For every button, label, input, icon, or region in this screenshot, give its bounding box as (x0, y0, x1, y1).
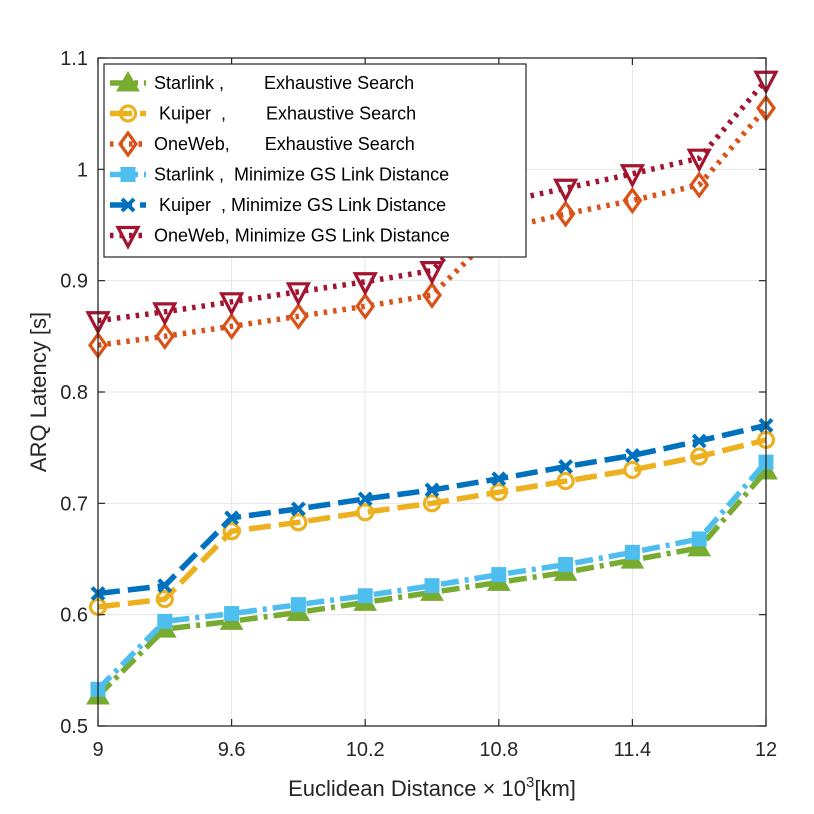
diamond-marker (221, 312, 242, 341)
legend-label: Starlink , Minimize GS Link Distance (154, 165, 449, 185)
circle-marker (222, 522, 241, 541)
triangle-down-marker (218, 292, 245, 317)
square-marker (424, 578, 440, 594)
x-tick-label: 12 (755, 739, 777, 761)
square-marker (624, 544, 640, 560)
square-marker (157, 613, 173, 629)
x-tick-label: 9.6 (218, 739, 246, 761)
square-marker (290, 597, 306, 613)
triangle-down-marker (152, 302, 178, 327)
y-tick-label: 0.9 (60, 271, 88, 293)
legend-label: Starlink , Exhaustive Search (154, 73, 414, 93)
legend-circle-marker (118, 104, 138, 123)
legend-triangle-up-marker (116, 71, 140, 92)
triangle-down-marker (552, 178, 579, 203)
legend-item: OneWeb, Minimize GS Link Distance (110, 225, 450, 250)
diamond-marker (422, 281, 442, 309)
legend-diamond-marker (118, 130, 138, 158)
y-tick-label: 0.6 (60, 605, 88, 627)
y-tick-label: 0.7 (60, 493, 88, 515)
diamond-marker (622, 186, 643, 215)
diamond-marker (689, 171, 710, 199)
square-marker (357, 588, 373, 604)
circle-marker (289, 513, 308, 532)
legend-label: Kuiper , Minimize GS Link Distance (154, 195, 446, 215)
circle-marker (556, 471, 575, 491)
circle-marker (422, 494, 442, 513)
legend-item: Kuiper , Minimize GS Link Distance (110, 195, 446, 215)
x-axis-label: Euclidean Distance × 103[km] (288, 774, 576, 801)
series-line (97, 437, 767, 610)
axis-ticks: 9 9.6 10.2 10.8 11.4 12 0.5 0.6 0.7 0.8 0.9 1 1.1 (60, 48, 777, 761)
x-marker (491, 471, 507, 487)
x-marker (691, 433, 707, 449)
legend-item: Starlink , Exhaustive Search (110, 71, 414, 93)
circle-marker (623, 460, 642, 480)
triangle-down-marker (285, 282, 312, 307)
x-marker (424, 482, 440, 498)
x-tick-label: 10.8 (479, 739, 518, 761)
circle-marker (690, 447, 709, 466)
y-tick-label: 1 (77, 159, 88, 181)
series-line (97, 106, 769, 348)
x-marker (157, 578, 173, 594)
x-tick-label: 11.4 (614, 739, 651, 761)
x-axis-label-math: × 10 (483, 776, 526, 801)
x-marker (558, 459, 574, 475)
triangle-down-marker (686, 148, 712, 173)
y-tick-label: 0.5 (60, 716, 88, 738)
legend-box (103, 63, 527, 258)
legend: Starlink , Exhaustive Search Kuiper , Ex… (103, 63, 527, 258)
legend-item: Kuiper , Exhaustive Search (110, 104, 416, 124)
series-4 (90, 454, 774, 697)
diamond-marker (154, 322, 175, 351)
y-axis-label: ARQ Latency [s] (26, 312, 51, 472)
circle-marker (356, 503, 375, 522)
x-tick-label: 10.2 (346, 739, 385, 761)
legend-label: OneWeb, Minimize GS Link Distance (154, 226, 450, 246)
diamond-marker (355, 292, 376, 320)
x-tick-label: 9 (92, 739, 103, 761)
square-marker (691, 531, 707, 547)
x-axis-label-unit: [km] (534, 776, 576, 801)
legend-label: OneWeb, Exhaustive Search (154, 134, 415, 154)
x-marker (357, 491, 373, 507)
square-marker (224, 606, 240, 622)
square-marker (491, 567, 507, 583)
diamond-marker (288, 302, 309, 331)
legend-item: OneWeb, Exhaustive Search (110, 130, 415, 158)
triangle-down-marker (619, 164, 646, 189)
diamond-marker (555, 200, 576, 228)
x-axis-label-text: Euclidean Distance (288, 776, 476, 801)
x-axis-label-exponent: 3 (526, 774, 534, 791)
triangle-down-marker (352, 272, 378, 297)
x-marker (224, 510, 240, 526)
y-tick-label: 0.8 (60, 382, 88, 404)
legend-x-marker (120, 197, 136, 213)
x-marker (290, 501, 306, 517)
legend-item: Starlink , Minimize GS Link Distance (110, 165, 449, 185)
legend-triangle-down-marker (115, 225, 141, 250)
legend-label: Kuiper , Exhaustive Search (154, 104, 416, 124)
triangle-down-marker (419, 261, 445, 286)
circle-marker (489, 483, 508, 502)
legend-square-marker (120, 167, 136, 182)
square-marker (558, 557, 574, 573)
circle-marker (155, 589, 174, 609)
x-marker (624, 448, 640, 463)
y-tick-label: 1.1 (60, 48, 88, 70)
